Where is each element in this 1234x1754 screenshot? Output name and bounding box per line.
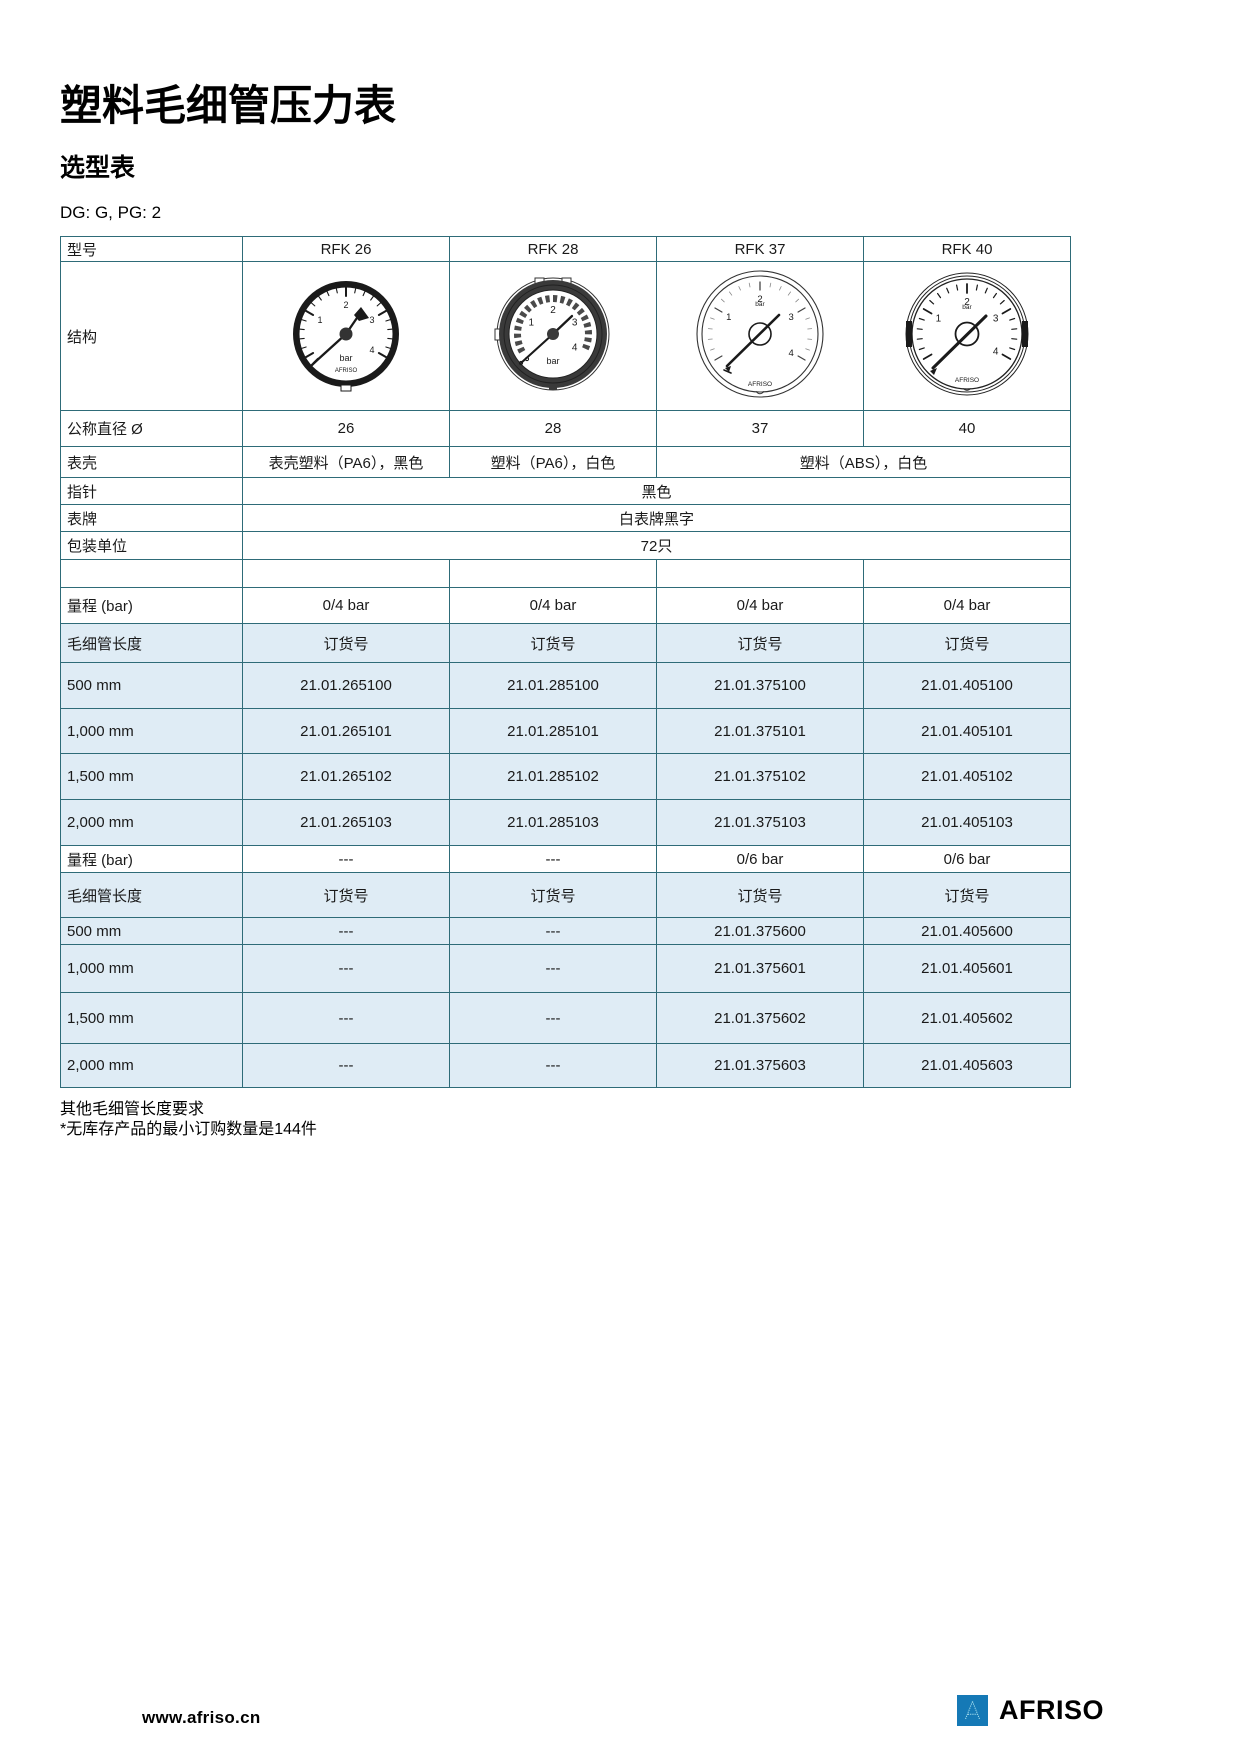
svg-text:2: 2 bbox=[550, 305, 556, 316]
svg-text:1: 1 bbox=[529, 318, 535, 329]
svg-text:AFRISO: AFRISO bbox=[955, 377, 979, 384]
svg-text:2: 2 bbox=[343, 300, 348, 310]
svg-text:4: 4 bbox=[572, 343, 578, 354]
svg-text:4: 4 bbox=[369, 345, 374, 355]
svg-text:bar: bar bbox=[339, 353, 352, 363]
svg-text:1: 1 bbox=[726, 312, 731, 323]
svg-text:3: 3 bbox=[789, 312, 794, 323]
svg-text:3: 3 bbox=[369, 315, 374, 325]
svg-text:bar: bar bbox=[546, 356, 559, 366]
svg-text:4: 4 bbox=[789, 348, 794, 359]
svg-text:1: 1 bbox=[936, 314, 942, 325]
svg-text:AFRISO: AFRISO bbox=[335, 368, 358, 374]
svg-text:AFRISO: AFRISO bbox=[748, 381, 772, 388]
svg-text:bar: bar bbox=[755, 301, 765, 308]
svg-text:3: 3 bbox=[572, 318, 578, 329]
svg-text:1: 1 bbox=[317, 315, 322, 325]
svg-text:3: 3 bbox=[993, 314, 999, 325]
svg-text:4: 4 bbox=[993, 347, 999, 358]
svg-text:bar: bar bbox=[962, 304, 972, 311]
